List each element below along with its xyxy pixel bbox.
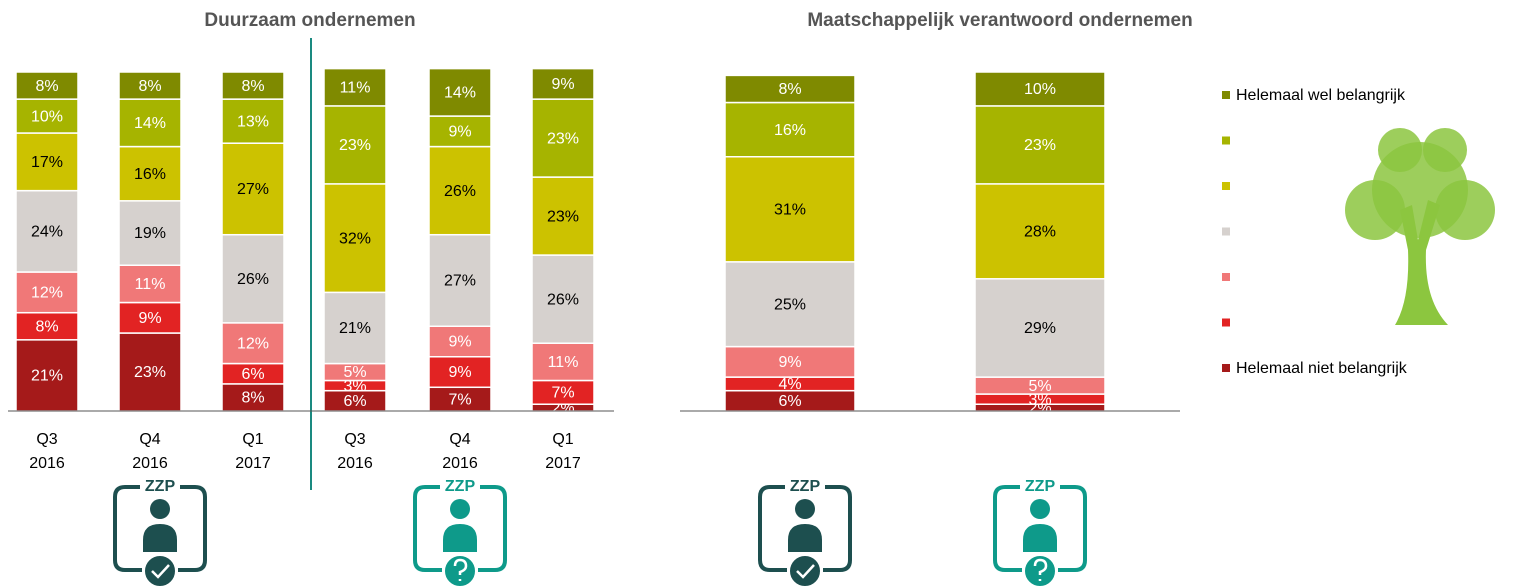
value-label: 8% [35,78,58,95]
value-label: 9% [778,354,801,371]
icon-head [150,499,170,519]
value-label: 7% [551,385,574,402]
value-label: 26% [444,183,476,200]
value-label: 16% [774,122,806,139]
zzp-icon: ZZP [760,478,850,586]
value-label: 11% [340,79,371,96]
value-label: 25% [774,296,806,313]
value-label: 14% [134,115,166,132]
value-label: 14% [444,85,476,102]
icon-label: ZZP [145,478,176,495]
legend-label: Helemaal wel belangrijk [1236,87,1406,104]
value-label: 9% [448,334,471,351]
legend-swatch [1222,137,1230,145]
value-label: 13% [237,113,269,130]
value-label: 9% [448,364,471,381]
value-label: 28% [1024,224,1056,241]
page: Duurzaam ondernemen Maatschappelijk vera… [0,0,1519,586]
icon-body [1023,524,1057,552]
value-label: 27% [237,181,269,198]
icon-label: ZZP [445,478,476,495]
value-label: 26% [237,271,269,288]
value-label: 8% [35,318,58,335]
x-tick-label: Q1 2017 [228,428,278,476]
chart-title: Maatschappelijk verantwoord ondernemen [807,10,1192,31]
value-label: 7% [448,391,471,408]
chart: Duurzaam ondernemen Maatschappelijk vera… [0,0,1519,586]
zzp-icon: ZZP [415,478,505,586]
value-label: 10% [1024,81,1056,98]
value-label: 27% [444,273,476,290]
value-label: 11% [135,276,166,293]
x-tick-label: Q1 2017 [538,428,588,476]
tree [1345,128,1495,325]
value-label: 8% [778,81,801,98]
icon-body [143,524,177,552]
value-label: 16% [134,166,166,183]
value-label: 11% [548,354,579,371]
value-label: 8% [241,390,264,407]
value-label: 4% [778,376,801,393]
value-label: 5% [1028,378,1051,395]
zzp-icon: ZZP [115,478,205,586]
legend-swatch [1222,273,1230,281]
value-label: 31% [774,202,806,219]
zzp-icon: ZZP [995,478,1085,586]
value-label: 32% [339,230,371,247]
value-label: 9% [551,76,574,93]
value-label: 8% [138,78,161,95]
value-label: 23% [547,130,579,147]
legend-swatch [1222,364,1230,372]
x-tick-label: Q3 2016 [22,428,72,476]
x-tick-label: Q3 2016 [330,428,380,476]
icon-body [788,524,822,552]
value-label: 29% [1024,320,1056,337]
value-label: 24% [31,224,63,241]
icon-head [795,499,815,519]
value-label: 26% [547,291,579,308]
icon-badge [789,555,821,586]
icon-label: ZZP [1025,478,1056,495]
icon-body [443,524,477,552]
value-label: 5% [343,364,366,381]
value-label: 10% [31,108,63,125]
icon-head [1030,499,1050,519]
value-label: 6% [343,393,366,410]
chart-title: Duurzaam ondernemen [204,10,415,31]
x-tick-label: Q4 2016 [125,428,175,476]
legend-swatch [1222,319,1230,327]
x-tick-label: Q4 2016 [435,428,485,476]
value-label: 8% [241,78,264,95]
value-label: 21% [339,320,371,337]
value-label: 9% [138,310,161,327]
value-label: 12% [31,285,63,302]
legend-swatch [1222,228,1230,236]
value-label: 17% [31,154,63,171]
value-label: 12% [237,335,269,352]
icon-label: ZZP [790,478,821,495]
legend-swatch [1222,182,1230,190]
value-label: 23% [339,137,371,154]
legend-label: Helemaal niet belangrijk [1236,360,1408,377]
icon-badge [144,555,176,586]
value-label: 23% [1024,137,1056,154]
value-label: 21% [31,368,63,385]
icon-head [450,499,470,519]
value-label: 19% [134,225,166,242]
value-label: 23% [134,364,166,381]
value-label: 23% [547,208,579,225]
value-label: 6% [241,366,264,383]
value-label: 6% [778,393,801,410]
value-label: 9% [448,124,471,141]
legend-swatch [1222,91,1230,99]
